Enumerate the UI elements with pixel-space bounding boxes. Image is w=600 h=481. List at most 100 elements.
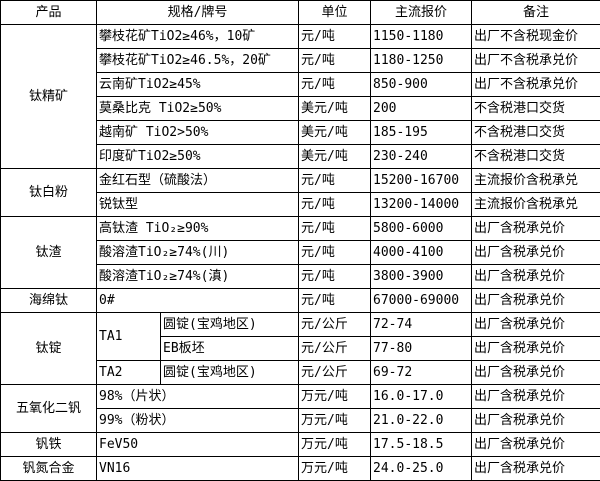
price-cell: 850-900 [370,72,473,97]
unit-cell: 元/吨 [298,240,372,265]
note-cell: 出厂含税承兑价 [471,240,600,265]
spec-cell: 越南矿 TiO2>50% [95,120,300,145]
unit-cell: 元/公斤 [298,336,372,361]
unit-cell: 万元/吨 [298,384,372,409]
price-cell: 16.0-17.0 [370,384,473,409]
price-cell: 15200-16700 [370,168,473,193]
price-cell: 200 [370,96,473,121]
note-cell: 出厂含税承兑价 [471,408,600,433]
price-cell: 77-80 [370,336,473,361]
spec-cell: 金红石型（硫酸法） [95,168,300,193]
note-cell: 主流报价含税承兑 [471,168,600,193]
table-row: 五氧化二钒 98%（片状） 万元/吨 16.0-17.0 出厂含税承兑价 [0,384,600,433]
note-cell: 出厂含税承兑价 [471,288,600,313]
unit-cell: 元/公斤 [298,312,372,337]
note-cell: 出厂含税承兑价 [471,384,600,409]
price-cell: 3800-3900 [370,264,473,289]
header-price: 主流报价 [370,0,473,25]
price-cell: 72-74 [370,312,473,337]
header-product: 产品 [0,0,97,25]
unit-cell: 美元/吨 [298,96,372,121]
spec-cell: 攀枝花矿TiO2≥46.5%，20矿 [95,48,300,73]
product-name: 钛渣 [0,216,97,289]
unit-cell: 元/公斤 [298,360,372,385]
table-row: 莫桑比克 TiO2≥50% 美元/吨 200 不含税港口交货 [1,96,600,121]
unit-cell: 元/吨 [298,192,372,217]
note-cell: 出厂含税承兑价 [471,360,600,385]
grade-cell: TA1 [96,312,161,361]
note-cell: 出厂不含税现金价 [471,24,600,49]
unit-cell: 万元/吨 [298,408,372,433]
spec-cell: 98%（片状） [95,384,300,409]
spec-cell: EB板坯 [159,336,300,361]
table-row: 钒铁 FeV50 万元/吨 17.5-18.5 出厂含税承兑价 [0,432,600,457]
spec-cell: 酸溶渣TiO₂≥74%(滇) [95,264,300,289]
header-row: 产品 规格/牌号 单位 主流报价 备注 [0,0,600,25]
price-cell: 21.0-22.0 [370,408,473,433]
table-row: 海绵钛 0# 元/吨 67000-69000 出厂含税承兑价 [0,288,600,313]
spec-cell: 高钛渣 TiO₂≥90% [95,216,300,241]
table-row: 钛锭 TA1 圆锭(宝鸡地区) 元/公斤 72-74 出厂含税承兑价 [0,312,600,385]
note-cell: 出厂含税承兑价 [471,216,600,241]
price-cell: 230-240 [370,144,473,169]
note-cell: 出厂不含税承兑价 [471,72,600,97]
spec-cell: 云南矿TiO2≥45% [95,72,300,97]
price-cell: 4000-4100 [370,240,473,265]
spec-cell: 99%（粉状） [95,408,300,433]
product-name: 海绵钛 [0,288,97,313]
table-row: 钛精矿 攀枝花矿TiO2≥46%，10矿 元/吨 1150-1180 出厂不含税现金价 [0,24,600,169]
unit-cell: 元/吨 [298,48,372,73]
price-cell: 69-72 [370,360,473,385]
spec-cell: 0# [95,288,300,313]
table-row: 钛白粉 金红石型（硫酸法） 元/吨 15200-16700 主流报价含税承兑 [0,168,600,217]
unit-cell: 元/吨 [298,288,372,313]
spec-cell: FeV50 [95,432,300,457]
price-cell: 1150-1180 [370,24,473,49]
unit-cell: 万元/吨 [298,432,372,457]
note-cell: 出厂含税承兑价 [471,432,600,457]
note-cell: 出厂含税承兑价 [471,456,600,481]
note-cell: 出厂不含税承兑价 [471,48,600,73]
product-name: 五氧化二钒 [0,384,97,433]
note-cell: 不含税港口交货 [471,120,600,145]
price-cell: 13200-14000 [370,192,473,217]
price-cell: 185-195 [370,120,473,145]
table-row: 钒氮合金 VN16 万元/吨 24.0-25.0 出厂含税承兑价 [0,456,600,481]
unit-cell: 元/吨 [298,72,372,97]
product-name: 钛锭 [0,312,97,385]
note-cell: 出厂含税承兑价 [471,264,600,289]
price-cell: 67000-69000 [370,288,473,313]
table-row: 云南矿TiO2≥45% 元/吨 850-900 出厂不含税承兑价 [1,72,600,97]
unit-cell: 万元/吨 [298,456,372,481]
unit-cell: 元/吨 [298,168,372,193]
unit-cell: 元/吨 [298,24,372,49]
price-cell: 24.0-25.0 [370,456,473,481]
unit-cell: 美元/吨 [298,144,372,169]
note-cell: 不含税港口交货 [471,144,600,169]
table-row: 攀枝花矿TiO2≥46.5%，20矿 元/吨 1180-1250 出厂不含税承兑价 [1,48,600,73]
price-cell: 5800-6000 [370,216,473,241]
product-name: 钛白粉 [0,168,97,217]
table-row: 酸溶渣TiO₂≥74%(滇) 元/吨 3800-3900 出厂含税承兑价 [1,264,600,289]
spec-cell: 圆锭(宝鸡地区) [159,312,300,337]
note-cell: 不含税港口交货 [471,96,600,121]
product-name: 钒氮合金 [0,456,97,481]
unit-cell: 元/吨 [298,216,372,241]
note-cell: 主流报价含税承兑 [471,192,600,217]
table-row: 印度矿TiO2≥50% 美元/吨 230-240 不含税港口交货 [1,144,600,169]
spec-cell: 圆锭(宝鸡地区) [159,360,300,385]
price-cell: 1180-1250 [370,48,473,73]
spec-cell: VN16 [95,456,300,481]
spec-cell: 莫桑比克 TiO2≥50% [95,96,300,121]
table-row: 钛渣 高钛渣 TiO₂≥90% 元/吨 5800-6000 出厂含税承兑价 [0,216,600,289]
grade-cell: TA2 [96,360,161,385]
note-cell: 出厂含税承兑价 [471,312,600,337]
header-unit: 单位 [298,0,372,25]
spec-cell: 印度矿TiO2≥50% [95,144,300,169]
table-row: 锐钛型 元/吨 13200-14000 主流报价含税承兑 [1,192,600,217]
unit-cell: 美元/吨 [298,120,372,145]
header-spec: 规格/牌号 [95,0,300,25]
header-note: 备注 [471,0,600,25]
spec-cell: 酸溶渣TiO₂≥74%(川) [95,240,300,265]
